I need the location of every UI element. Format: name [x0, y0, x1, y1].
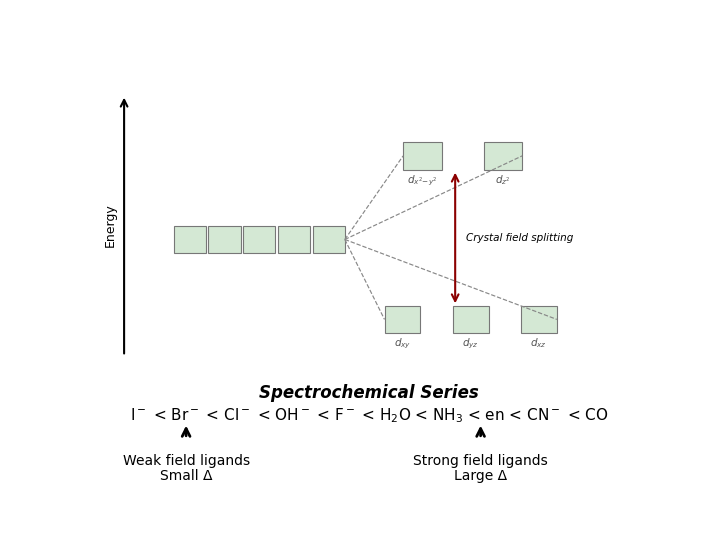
- Text: Weak field ligands: Weak field ligands: [122, 454, 250, 468]
- Text: $d_{z^2}$: $d_{z^2}$: [495, 173, 510, 187]
- FancyBboxPatch shape: [521, 306, 557, 333]
- Text: $d_{yz}$: $d_{yz}$: [462, 336, 479, 350]
- FancyBboxPatch shape: [208, 226, 240, 253]
- Text: $d_{x^2\!-\!y^2}$: $d_{x^2\!-\!y^2}$: [407, 173, 438, 188]
- FancyBboxPatch shape: [484, 142, 522, 170]
- Text: I$^-$ < Br$^-$ < Cl$^-$ < OH$^-$ < F$^-$ < H$_2$O < NH$_3$ < en < CN$^-$ < CO: I$^-$ < Br$^-$ < Cl$^-$ < OH$^-$ < F$^-$…: [130, 406, 608, 425]
- Text: Small Δ: Small Δ: [160, 469, 212, 483]
- Text: $d_{xy}$: $d_{xy}$: [394, 336, 411, 350]
- FancyBboxPatch shape: [453, 306, 489, 333]
- FancyBboxPatch shape: [278, 226, 310, 253]
- Text: Crystal field splitting: Crystal field splitting: [467, 233, 574, 243]
- Text: Strong field ligands: Strong field ligands: [413, 454, 548, 468]
- FancyBboxPatch shape: [174, 226, 206, 253]
- Text: Energy: Energy: [104, 204, 117, 247]
- Text: Large Δ: Large Δ: [454, 469, 507, 483]
- FancyBboxPatch shape: [312, 226, 345, 253]
- Text: Spectrochemical Series: Spectrochemical Series: [259, 384, 479, 402]
- FancyBboxPatch shape: [243, 226, 275, 253]
- FancyBboxPatch shape: [403, 142, 441, 170]
- Text: $d_{xz}$: $d_{xz}$: [531, 336, 547, 350]
- FancyBboxPatch shape: [384, 306, 420, 333]
